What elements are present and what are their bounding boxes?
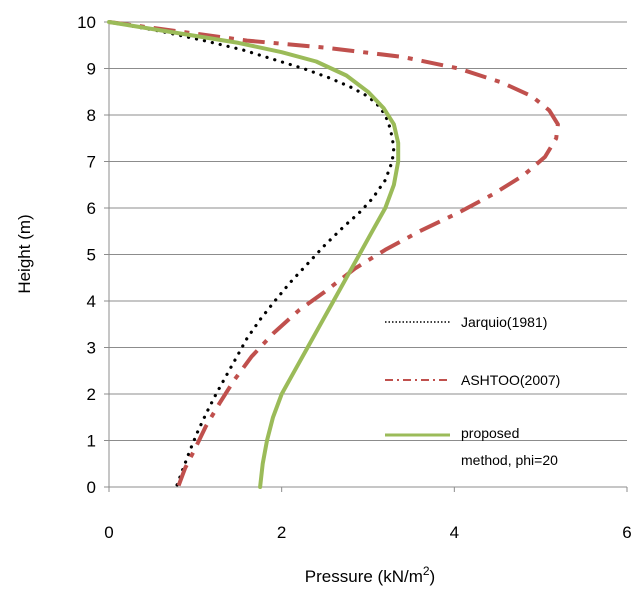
y-axis-title: Height (m) [15, 214, 34, 293]
series-lines [107, 20, 560, 489]
series-line-jarquio-1981 [107, 20, 396, 489]
gridlines [109, 21, 627, 441]
x-axis-title-main: Pressure (kN/m [305, 567, 423, 586]
y-tick-label-8: 8 [87, 106, 96, 125]
x-tick-labels: 0 2 4 6 [104, 523, 631, 542]
axes [104, 21, 628, 492]
legend-label-ashtoo: ASHTOO(2007) [461, 372, 560, 388]
y-tick-label-9: 9 [87, 60, 96, 79]
y-tick-label-5: 5 [87, 246, 96, 265]
x-tick-label-6: 6 [622, 523, 631, 542]
x-tick-label-4: 4 [450, 523, 459, 542]
legend-label-proposed-line1: proposed [461, 425, 519, 441]
y-tick-label-7: 7 [87, 153, 96, 172]
series-line-proposed-method-phi-20 [107, 20, 401, 489]
y-tick-label-10: 10 [77, 13, 96, 32]
series-line-ashtoo-2007 [108, 20, 560, 488]
x-axis-title-superscript: 2 [423, 564, 430, 578]
x-tick-label-0: 0 [104, 523, 113, 542]
y-tick-label-1: 1 [87, 432, 96, 451]
x-tick-label-2: 2 [277, 523, 286, 542]
y-tick-label-0: 0 [87, 478, 96, 497]
x-axis-title: Pressure (kN/m2) [305, 564, 435, 586]
y-tick-label-4: 4 [87, 292, 96, 311]
y-tick-label-2: 2 [87, 385, 96, 404]
x-axis-title-suffix: ) [430, 567, 436, 586]
legend: Jarquio(1981) ASHTOO(2007) proposed meth… [385, 314, 560, 468]
y-tick-label-3: 3 [87, 339, 96, 358]
y-tick-label-6: 6 [87, 199, 96, 218]
legend-label-jarquio: Jarquio(1981) [461, 314, 547, 330]
y-tick-labels: 0 1 2 3 4 5 6 7 8 9 10 [77, 13, 96, 497]
legend-label-proposed-line2: method, phi=20 [461, 452, 558, 468]
